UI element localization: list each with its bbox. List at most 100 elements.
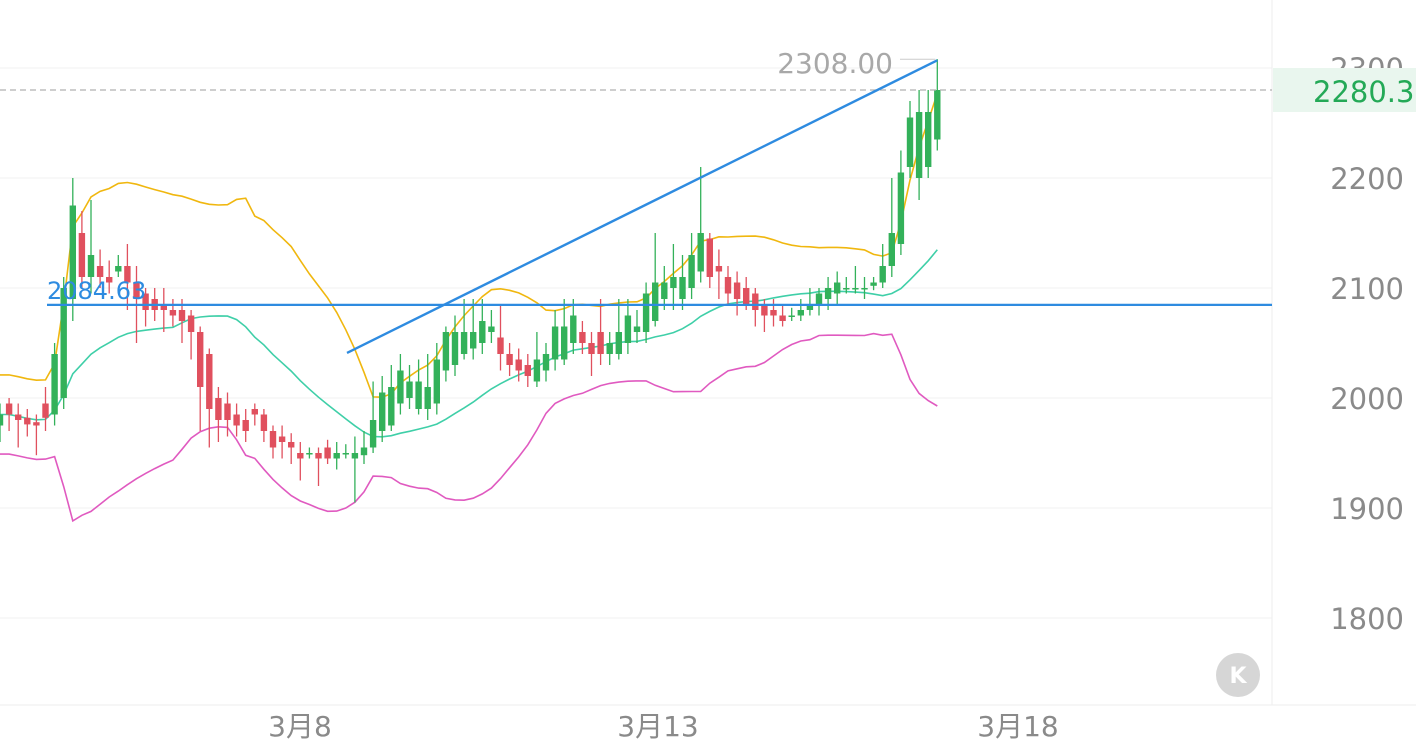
candle-body (824, 288, 832, 299)
last-price-label: 2280.37 (1313, 75, 1416, 109)
candle-body (388, 387, 395, 426)
collapse-button[interactable]: K (1216, 653, 1260, 697)
candle-body (542, 354, 550, 371)
candle-body (206, 354, 213, 409)
candle-body (806, 304, 814, 310)
candle-body (142, 293, 149, 310)
candle-body (269, 431, 277, 448)
candle-body (69, 205, 76, 299)
max-price-label: 2308.00 (777, 47, 893, 80)
x-tick-label: 3月13 (617, 710, 698, 743)
candle-body (160, 304, 167, 310)
x-tick-label: 3月8 (268, 710, 332, 743)
y-tick-label: 1800 (1330, 602, 1404, 636)
candle-body (342, 453, 349, 455)
candle-body (934, 90, 941, 140)
price-axis: 2300220021002000190018002280.37 (1273, 52, 1416, 636)
candle-body (169, 310, 177, 316)
upper-band-line (0, 93, 939, 399)
candle-body (315, 453, 322, 459)
candle-body (515, 359, 522, 371)
candle-body (87, 255, 95, 277)
candle-body (524, 365, 531, 376)
candle-body (297, 453, 304, 459)
candle-body (460, 332, 468, 354)
candle-body (306, 453, 313, 455)
candle-body (451, 332, 459, 365)
candle-body (360, 447, 368, 456)
candle-body (115, 266, 122, 272)
candle-body (324, 447, 331, 459)
candle-body (333, 453, 340, 459)
candle-body (178, 310, 186, 321)
candle-body (706, 238, 713, 277)
trend-line[interactable] (346, 59, 938, 354)
candle-body (224, 403, 231, 420)
candle-body (406, 381, 413, 398)
candle-body (351, 453, 359, 459)
candle-body (278, 436, 286, 442)
collapse-icon[interactable]: K (1229, 664, 1247, 689)
candle-body (24, 417, 31, 425)
candle-body (251, 409, 258, 415)
candle-body (588, 343, 595, 354)
candle-body (797, 310, 804, 316)
candle-body (724, 277, 732, 294)
candle-body (106, 277, 113, 283)
candle-body (442, 332, 450, 371)
candle-body (187, 315, 195, 332)
candle-body (688, 255, 695, 288)
horizontal-line-label: 2084.63 (47, 277, 146, 305)
collapse-button-bg[interactable] (1216, 653, 1260, 697)
candle-body (96, 266, 104, 277)
candle-body (42, 403, 49, 418)
candle-body (0, 414, 4, 426)
last-price-tag (1273, 68, 1416, 112)
candle-body (479, 321, 486, 343)
candle-body (879, 266, 886, 283)
x-tick-label: 3月18 (977, 710, 1058, 743)
candle-body (906, 117, 914, 167)
candle-body (33, 422, 40, 426)
candle-body (779, 315, 786, 321)
candle-body (570, 315, 577, 343)
candle-body (761, 304, 768, 316)
candle-body (51, 354, 58, 415)
y-tick-label: 1900 (1330, 492, 1404, 526)
candle-body (78, 233, 86, 277)
candle-body (733, 282, 741, 299)
candle-body (815, 293, 823, 305)
candle-body (288, 442, 295, 448)
candle-body (661, 282, 668, 299)
candle-body (124, 266, 131, 283)
candle-body (597, 332, 604, 354)
candle-body (561, 326, 568, 360)
candle-body (197, 332, 204, 387)
candle-body (861, 288, 868, 290)
candle-body (260, 414, 268, 431)
candle-body (433, 359, 440, 404)
candle-body (670, 277, 677, 288)
price-axis-panel (1272, 0, 1416, 705)
candle-body (488, 326, 495, 332)
candle-body (379, 392, 386, 431)
candle-body (533, 359, 541, 382)
candle-body (579, 332, 586, 343)
candle-body (397, 370, 404, 404)
candle-body (770, 310, 777, 316)
time-axis: 3月8 3月13 3月18 (268, 710, 1059, 743)
candle-body (15, 414, 22, 420)
candle-body (679, 277, 686, 299)
candle-body (233, 414, 240, 426)
candle-body (624, 315, 632, 343)
candle-body (424, 387, 431, 409)
candle-body (788, 315, 795, 317)
candle-body (60, 288, 67, 398)
y-tick-label: 2200 (1330, 162, 1404, 196)
candle-body (506, 354, 513, 365)
candle-body (633, 326, 641, 332)
candle-body (852, 288, 859, 290)
middle-band-line (0, 249, 938, 438)
